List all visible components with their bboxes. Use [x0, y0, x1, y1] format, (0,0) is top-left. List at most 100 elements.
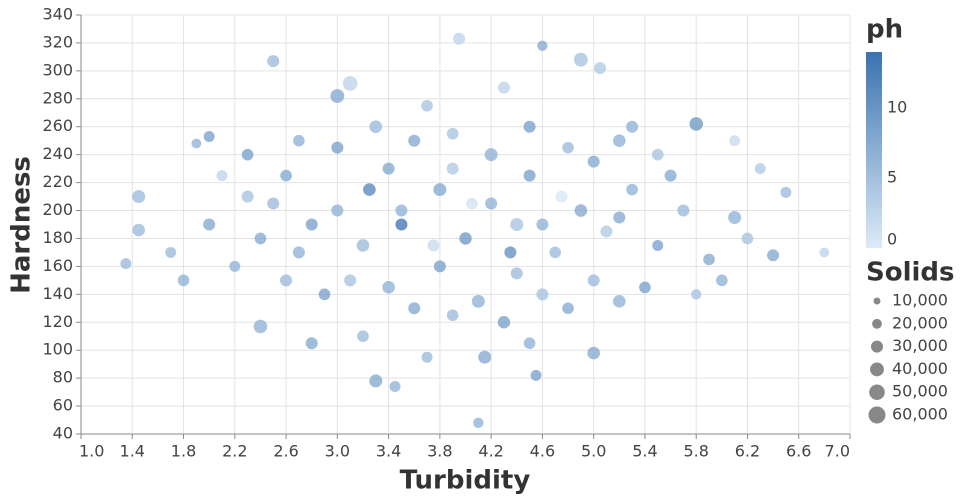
- point: [652, 239, 664, 251]
- point: [203, 218, 216, 231]
- point: [331, 141, 344, 154]
- point: [741, 232, 754, 245]
- point: [613, 211, 626, 224]
- point: [573, 52, 588, 67]
- y-tick-label: 80: [53, 368, 73, 387]
- point: [356, 239, 370, 252]
- point: [446, 309, 459, 322]
- point: [549, 246, 562, 259]
- point: [395, 218, 408, 231]
- x-tick-label: 5.8: [683, 442, 708, 461]
- point: [497, 316, 511, 329]
- point: [626, 183, 638, 196]
- y-tick-label: 220: [42, 172, 73, 191]
- point: [369, 374, 383, 388]
- point: [293, 134, 305, 147]
- point: [612, 134, 626, 148]
- color-legend-title: ph: [866, 15, 903, 45]
- point: [446, 162, 459, 175]
- point: [165, 246, 177, 258]
- color-legend-label: 10: [887, 98, 907, 117]
- point: [382, 162, 395, 175]
- size-legend-label: 10,000: [892, 291, 948, 310]
- point: [408, 134, 421, 147]
- x-tick-label: 1.4: [120, 442, 145, 461]
- point: [344, 274, 357, 287]
- point: [729, 135, 741, 147]
- size-legend-symbol: [870, 362, 884, 377]
- x-tick-label: 1.8: [171, 442, 196, 461]
- size-legend-label: 20,000: [892, 313, 948, 332]
- point: [253, 319, 268, 334]
- point: [254, 232, 267, 245]
- point: [523, 120, 536, 133]
- point: [497, 81, 510, 94]
- y-tick-label: 300: [42, 60, 73, 79]
- color-legend-label: 0: [887, 230, 897, 249]
- x-tick-label: 5.4: [632, 442, 657, 461]
- point: [600, 225, 613, 238]
- point: [530, 369, 542, 381]
- size-legend-label: 40,000: [892, 359, 948, 378]
- point: [639, 281, 651, 294]
- x-tick-label: 4.2: [478, 442, 503, 461]
- y-axis-title: Hardness: [7, 156, 37, 294]
- point: [716, 274, 728, 287]
- size-legend-symbol: [868, 406, 886, 424]
- y-tick-label: 280: [42, 88, 73, 107]
- point: [395, 204, 408, 217]
- point: [177, 274, 190, 287]
- point: [537, 40, 548, 51]
- x-tick-label: 7.0: [825, 442, 850, 461]
- point: [587, 155, 600, 168]
- y-tick-label: 120: [42, 312, 73, 331]
- x-tick-label: 2.6: [273, 442, 298, 461]
- point: [523, 337, 536, 350]
- point: [120, 258, 132, 270]
- point: [421, 351, 433, 363]
- y-tick-label: 320: [42, 32, 73, 51]
- point: [587, 346, 600, 360]
- size-legend-label: 30,000: [892, 336, 948, 355]
- point: [536, 218, 549, 231]
- point: [555, 190, 568, 203]
- point: [292, 246, 305, 259]
- point: [478, 350, 492, 364]
- point: [318, 288, 331, 301]
- point: [330, 89, 345, 103]
- point: [473, 417, 484, 428]
- x-tick-label: 1.0: [79, 442, 104, 461]
- point: [382, 281, 395, 294]
- point: [523, 169, 536, 182]
- point: [229, 260, 241, 272]
- point: [241, 190, 254, 203]
- point: [819, 247, 830, 258]
- y-tick-label: 140: [42, 284, 73, 303]
- point: [471, 294, 485, 308]
- point: [280, 274, 293, 287]
- point: [331, 204, 344, 217]
- y-tick-label: 260: [42, 116, 73, 135]
- point: [342, 76, 358, 91]
- y-tick-label: 60: [53, 396, 73, 415]
- x-tick-label: 3.0: [325, 442, 350, 461]
- y-tick-label: 160: [42, 256, 73, 275]
- point: [562, 141, 574, 154]
- point: [241, 148, 254, 161]
- size-legend-symbol: [869, 384, 885, 400]
- size-legend-symbol: [873, 297, 881, 305]
- y-tick-label: 240: [42, 144, 73, 163]
- point: [408, 302, 421, 315]
- point: [485, 197, 498, 210]
- point: [203, 131, 215, 142]
- color-gradient: [866, 52, 882, 248]
- point: [780, 186, 792, 198]
- point: [369, 120, 383, 134]
- x-tick-label: 3.8: [427, 442, 452, 461]
- point: [510, 218, 524, 231]
- size-legend-label: 60,000: [892, 405, 948, 424]
- point: [594, 62, 607, 75]
- y-tick-label: 40: [53, 424, 73, 443]
- point: [587, 274, 600, 287]
- point: [510, 267, 523, 280]
